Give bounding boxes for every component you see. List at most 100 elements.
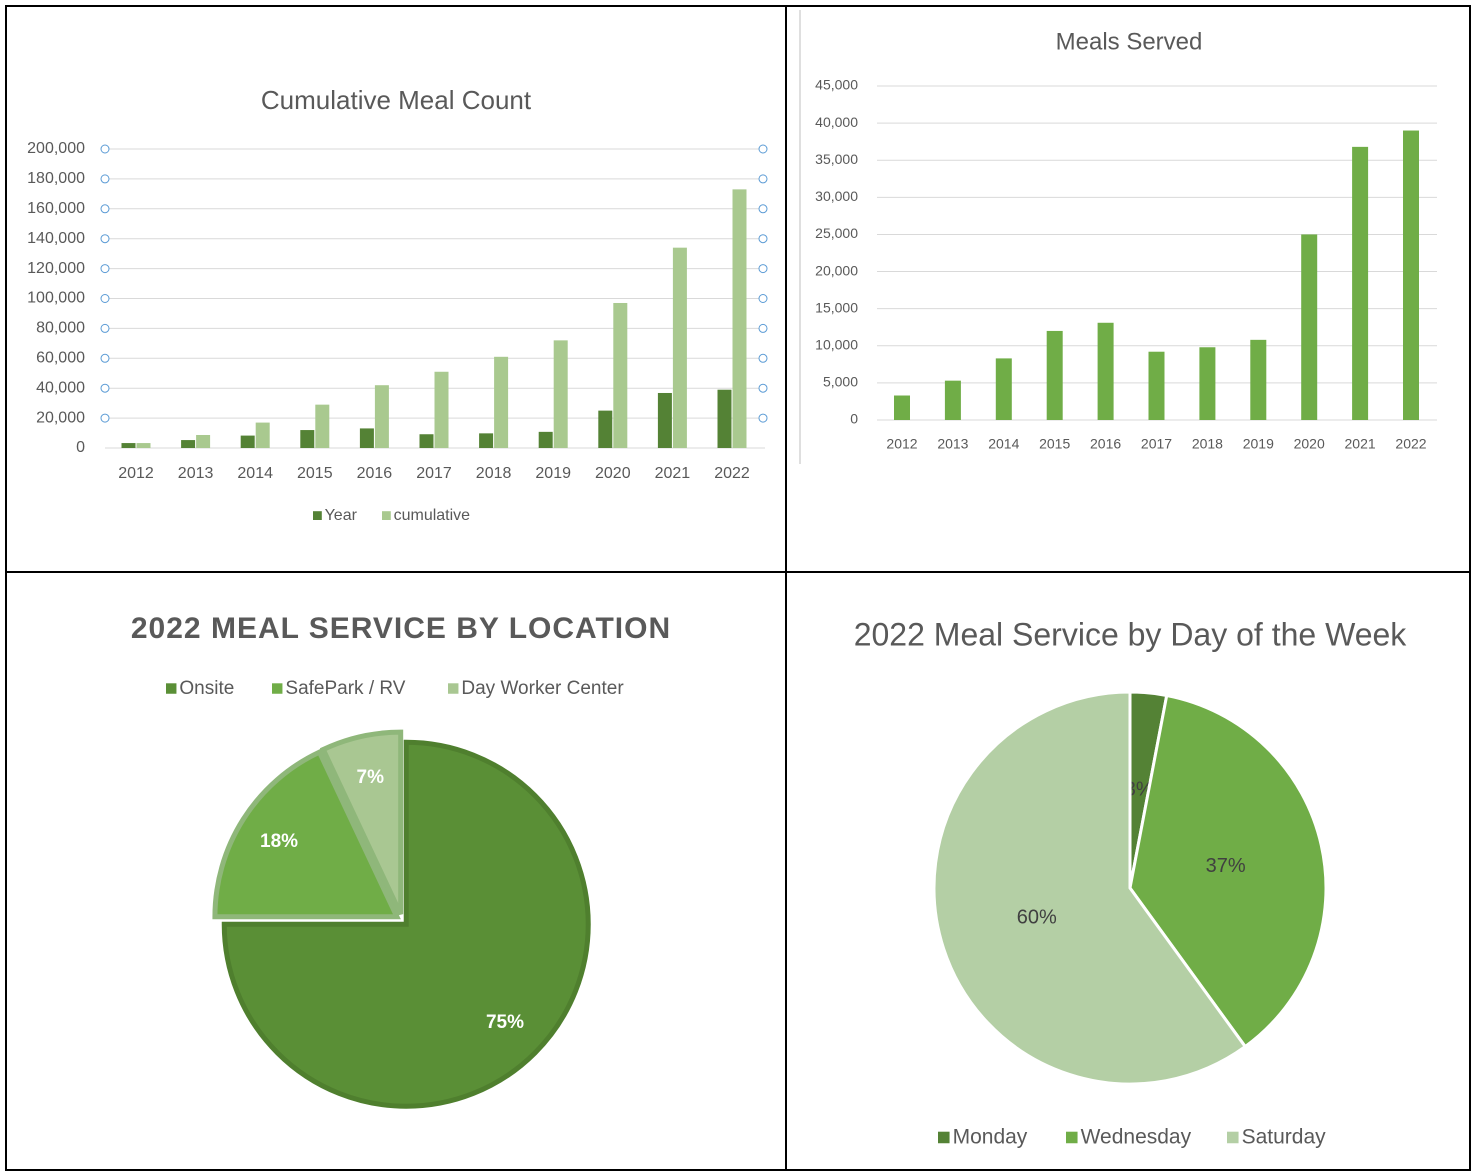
- legend-label: Monday: [953, 1126, 1028, 1149]
- y-tick-label: 5,000: [823, 374, 858, 390]
- y-tick-label: 80,000: [36, 320, 85, 337]
- y-tick-label: 200,000: [27, 140, 85, 157]
- bar: [672, 247, 687, 448]
- bar: [196, 434, 211, 448]
- bar: [1352, 146, 1369, 420]
- bar: [1301, 234, 1318, 420]
- axis-handle: [100, 204, 110, 214]
- bar: [538, 431, 553, 448]
- x-tick-label: 2021: [655, 465, 691, 482]
- axis-handle: [100, 294, 110, 303]
- bar: [300, 430, 315, 448]
- bar: [255, 422, 270, 448]
- axis-handle: [100, 144, 110, 154]
- bar: [613, 302, 628, 448]
- y-tick-label: 35,000: [815, 151, 858, 167]
- legend-swatch: [272, 683, 283, 694]
- legend-swatch: [313, 511, 322, 520]
- legend-swatch: [448, 683, 459, 694]
- bar: [240, 435, 255, 448]
- bar: [1199, 347, 1216, 420]
- legend-swatch: [166, 683, 177, 694]
- bar: [598, 410, 613, 448]
- legend-label: cumulative: [394, 507, 471, 524]
- chart-title: 2022 MEAL SERVICE BY LOCATION: [131, 612, 671, 645]
- x-tick-label: 2019: [535, 465, 571, 482]
- x-tick-label: 2018: [1192, 436, 1223, 452]
- x-tick-label: 2012: [118, 465, 154, 482]
- bar: [1046, 330, 1063, 420]
- bar: [657, 392, 672, 448]
- axis-handle: [100, 264, 110, 274]
- data-label: 18%: [260, 831, 298, 852]
- legend-label: SafePark / RV: [285, 678, 405, 699]
- x-tick-label: 2016: [1090, 436, 1121, 452]
- axis-handle: [100, 174, 110, 184]
- x-tick-label: 2018: [476, 465, 512, 482]
- legend-swatch: [382, 511, 391, 520]
- y-tick-label: 0: [850, 411, 858, 427]
- x-tick-label: 2015: [297, 465, 333, 482]
- legend-swatch: [938, 1131, 950, 1144]
- y-tick-label: 180,000: [27, 170, 85, 187]
- x-tick-label: 2022: [1395, 436, 1426, 452]
- bar: [479, 433, 494, 448]
- legend-swatch: [1066, 1131, 1078, 1144]
- x-tick-label: 2017: [1141, 436, 1172, 452]
- x-tick-label: 2014: [237, 465, 273, 482]
- y-tick-label: 30,000: [815, 188, 858, 204]
- axis-handle: [758, 323, 768, 333]
- x-tick-label: 2013: [178, 465, 214, 482]
- bar: [494, 356, 509, 448]
- y-tick-label: 140,000: [27, 230, 85, 247]
- pie-slice: [1128, 693, 1328, 1049]
- x-tick-label: 2022: [714, 465, 750, 482]
- pie-slice: [319, 729, 404, 916]
- x-tick-label: 2020: [1294, 436, 1325, 452]
- axis-handle: [758, 294, 768, 303]
- data-label: 75%: [486, 1012, 524, 1033]
- pie-slice: [221, 739, 591, 1109]
- bar: [315, 404, 330, 448]
- y-tick-label: 15,000: [815, 299, 858, 315]
- axis-handle: [758, 383, 768, 393]
- bar: [434, 371, 449, 448]
- y-tick-label: 10,000: [815, 336, 858, 352]
- chart-title: Cumulative Meal Count: [261, 85, 532, 115]
- y-tick-label: 25,000: [815, 225, 858, 241]
- bar: [1250, 339, 1267, 420]
- bar: [136, 443, 151, 448]
- axis-handle: [758, 234, 768, 244]
- chart-title: Meals Served: [1056, 28, 1203, 55]
- bar: [944, 380, 961, 420]
- y-tick-label: 20,000: [36, 409, 85, 426]
- y-tick-label: 120,000: [27, 260, 85, 277]
- y-tick-label: 100,000: [27, 290, 85, 307]
- legend-label: Year: [325, 507, 358, 524]
- x-tick-label: 2021: [1345, 436, 1376, 452]
- legend-label: Saturday: [1242, 1126, 1327, 1149]
- data-label: 60%: [1017, 907, 1057, 929]
- pie-slice: [932, 690, 1248, 1086]
- x-tick-label: 2020: [595, 465, 631, 482]
- axis-handle: [100, 413, 110, 423]
- axis-handle: [758, 353, 768, 363]
- y-tick-label: 45,000: [815, 77, 858, 93]
- pie-slice: [212, 748, 401, 920]
- y-tick-label: 0: [76, 439, 85, 456]
- x-tick-label: 2019: [1243, 436, 1274, 452]
- bar: [717, 389, 732, 448]
- y-tick-label: 40,000: [815, 114, 858, 130]
- axis-handle: [100, 353, 110, 363]
- bar: [1097, 322, 1114, 420]
- legend-label: Onsite: [179, 678, 234, 699]
- bar: [995, 358, 1012, 420]
- x-tick-label: 2012: [886, 436, 917, 452]
- x-tick-label: 2015: [1039, 436, 1070, 452]
- legend-label: Day Worker Center: [461, 678, 624, 699]
- y-tick-label: 60,000: [36, 350, 85, 367]
- axis-handle: [100, 383, 110, 393]
- axis-handle: [758, 264, 768, 274]
- x-tick-label: 2013: [937, 436, 968, 452]
